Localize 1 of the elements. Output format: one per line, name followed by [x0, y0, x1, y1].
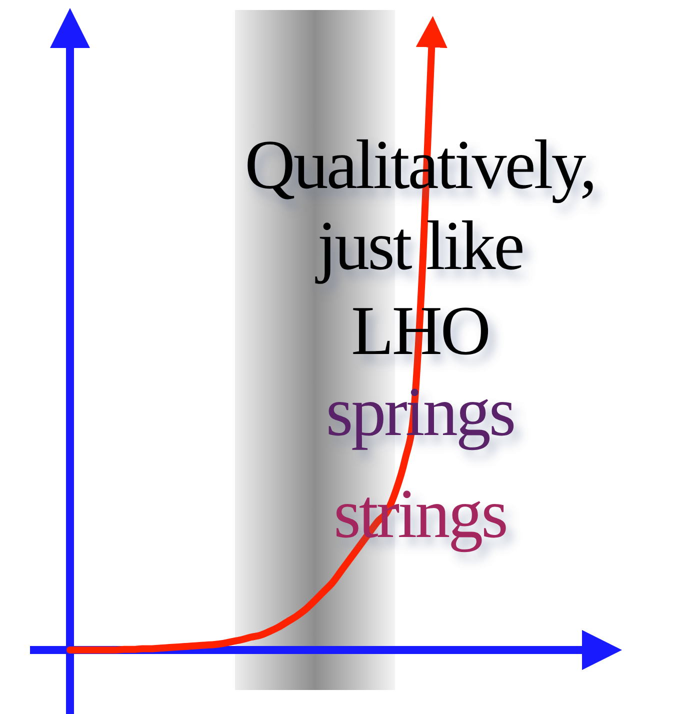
- annotation: just like: [314, 208, 523, 285]
